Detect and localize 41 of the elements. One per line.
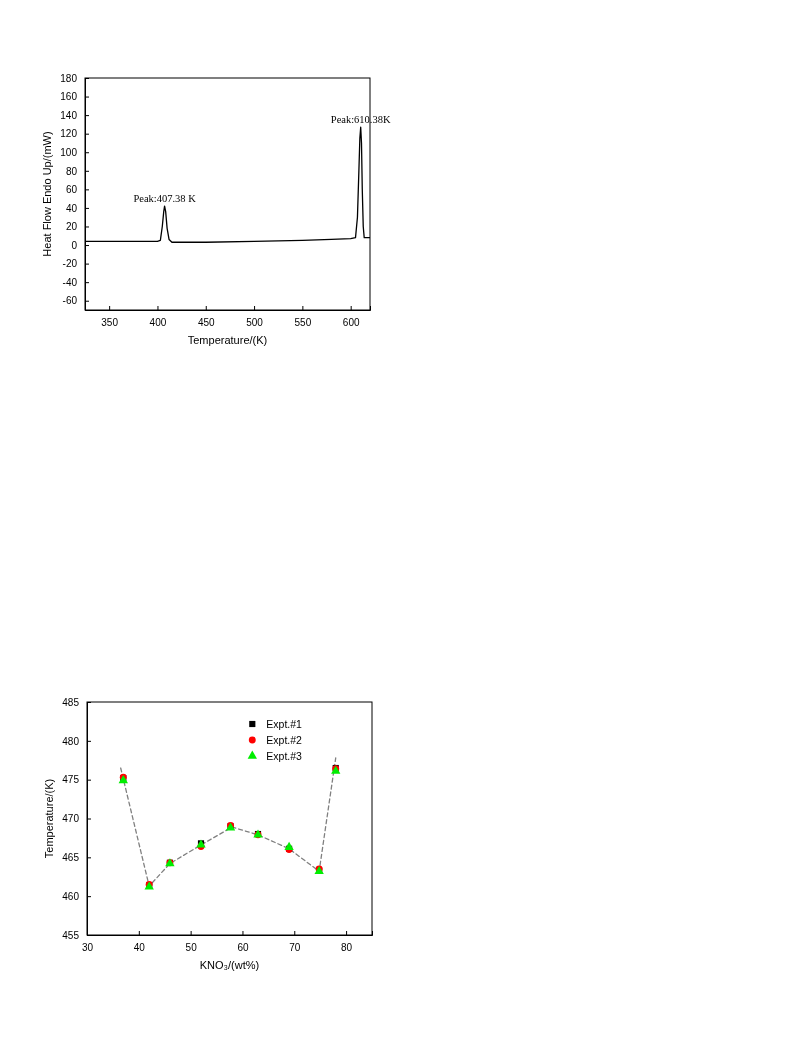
legend-label: Expt.#2 bbox=[266, 734, 303, 746]
y-tick-label: 465 bbox=[62, 852, 80, 864]
y-tick-label: -20 bbox=[62, 258, 78, 270]
x-tick-label: 350 bbox=[101, 317, 119, 328]
annotation: Peak:610.38K bbox=[330, 114, 392, 126]
y-tick-label: 80 bbox=[65, 165, 78, 177]
y-tick-label: 60 bbox=[65, 184, 78, 196]
x-axis-title: KNO₃/(wt%) bbox=[199, 959, 260, 971]
x-tick-label: 550 bbox=[294, 317, 312, 328]
legend-label: Expt.#1 bbox=[266, 718, 303, 730]
y-tick-label: 470 bbox=[62, 813, 80, 825]
y-tick-label: 475 bbox=[62, 774, 80, 786]
y-axis-title: Heat Flow Endo Up/(mW) bbox=[41, 131, 53, 257]
y-tick-label: 160 bbox=[60, 91, 78, 103]
y-tick-label: 140 bbox=[60, 109, 78, 121]
y-tick-label: 455 bbox=[62, 929, 80, 941]
y-tick-label: -40 bbox=[62, 276, 78, 288]
y-tick-label: 20 bbox=[65, 221, 78, 233]
y-axis-title: Temperature/(K) bbox=[43, 778, 55, 859]
x-tick-label: 70 bbox=[289, 942, 301, 953]
x-tick-label: 60 bbox=[237, 942, 249, 953]
x-tick-label: 400 bbox=[149, 317, 167, 328]
y-tick-label: 180 bbox=[60, 72, 78, 84]
y-tick-label: 485 bbox=[62, 696, 80, 708]
x-tick-label: 80 bbox=[341, 942, 353, 953]
x-tick-label: 50 bbox=[185, 942, 198, 953]
y-tick-label: 480 bbox=[62, 735, 80, 747]
x-tick-label: 500 bbox=[246, 317, 264, 328]
x-tick-label: 600 bbox=[342, 317, 360, 328]
y-tick-label: 460 bbox=[62, 890, 80, 902]
y-tick-label: 120 bbox=[60, 128, 78, 140]
y-tick-label: 0 bbox=[71, 239, 78, 251]
x-tick-label: 450 bbox=[197, 317, 216, 328]
annotation: Peak:407.38 K bbox=[133, 193, 197, 205]
y-tick-label: -60 bbox=[62, 295, 78, 307]
x-tick-label: 30 bbox=[81, 942, 94, 953]
x-axis-title: Temperature/(K) bbox=[187, 334, 268, 346]
legend-label: Expt.#3 bbox=[266, 750, 303, 762]
y-tick-label: 100 bbox=[60, 146, 78, 158]
y-tick-label: 40 bbox=[65, 202, 78, 214]
x-tick-label: 40 bbox=[133, 942, 146, 953]
